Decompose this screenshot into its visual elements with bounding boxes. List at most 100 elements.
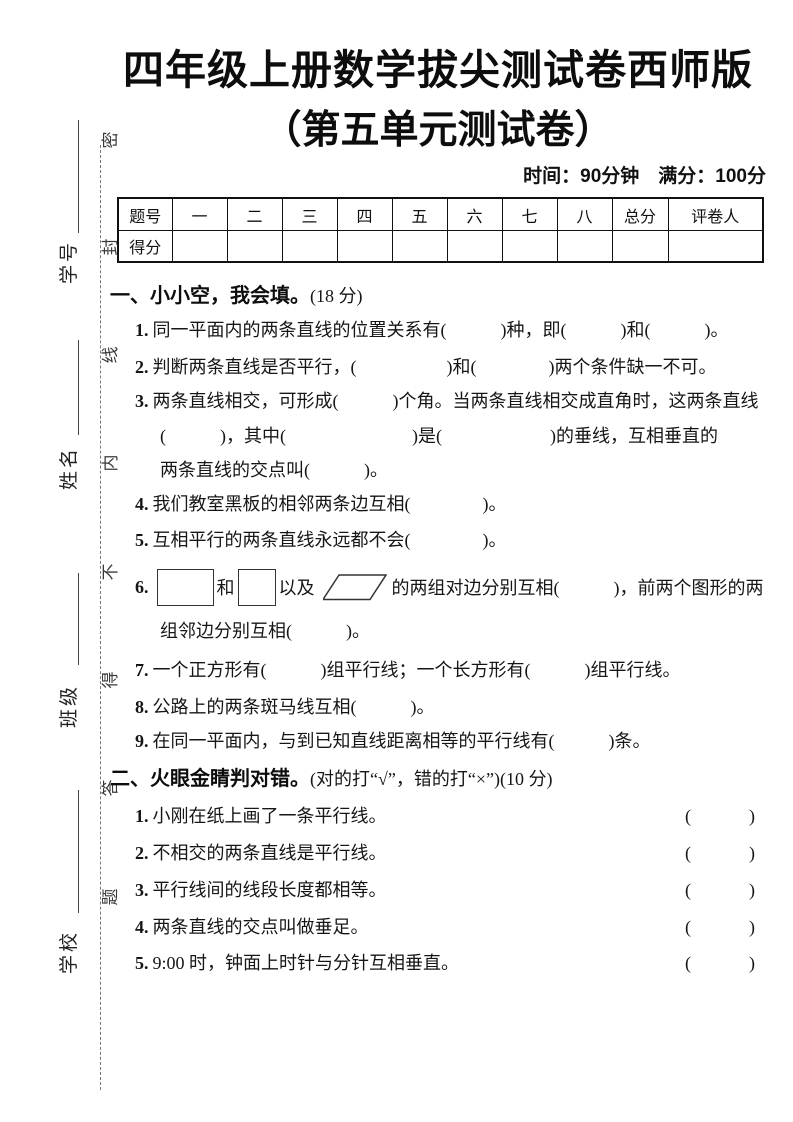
score-row-label: 得分 [117, 230, 173, 263]
answer-paren: ( ) [685, 953, 756, 973]
score-table-header-cell: 八 [556, 197, 613, 231]
question-s1-9: 9. 在同一平面内，与到已知直线距离相等的平行线有( )条。 [135, 728, 651, 754]
question-s2-5: 5. 9:00 时，钟面上时针与分针互相垂直。 [135, 950, 459, 976]
score-table-header-cell: 四 [336, 197, 393, 231]
square-shape [237, 568, 276, 606]
question-s2-1: 1. 小刚在纸上画了一条平行线。 [135, 803, 387, 829]
field-label-class: 班级 [59, 684, 80, 729]
rectangle-shape [156, 568, 214, 606]
score-cell-empty [171, 230, 228, 263]
field-label-student-id: 学号 [59, 240, 80, 285]
score-table-header-cell: 评卷人 [667, 197, 764, 231]
score-cell-empty [446, 230, 503, 263]
name-blank-line [78, 340, 79, 435]
score-cell-empty [501, 230, 558, 263]
question-text: 平行线间的线段长度都相等。 [152, 880, 387, 900]
question-number: 2. [135, 843, 149, 863]
question-s1-3: 3. 两条直线相交，可形成( )个角。当两条直线相交成直角时，这两条直线 [135, 388, 759, 414]
question-s1-3-cont: ( )，其中( )是( )的垂线，互相垂直的 [160, 423, 718, 449]
seal-char: 线 [101, 346, 120, 364]
question-number: 4. [135, 917, 149, 937]
question-number: 6. [135, 576, 149, 597]
question-text: 组邻边分别互相( )。 [160, 621, 370, 641]
seal-char: 不 [101, 563, 120, 581]
score-cell-empty [611, 230, 669, 263]
section1-points: (18 分) [310, 286, 363, 306]
question-number: 9. [135, 731, 149, 751]
question-text: 两条直线相交，可形成( )个角。当两条直线相交成直角时，这两条直线 [152, 391, 759, 411]
question-number: 5. [135, 953, 149, 973]
question-text: 两条直线的交点叫做垂足。 [152, 917, 369, 937]
question-s2-3: 3. 平行线间的线段长度都相等。 [135, 877, 387, 903]
question-text: 9:00 时，钟面上时针与分针互相垂直。 [152, 953, 460, 973]
question-number: 1. [135, 320, 149, 340]
question-s1-2: 2. 判断两条直线是否平行，( )和( )两个条件缺一不可。 [135, 354, 716, 380]
score-table-header-cell: 一 [171, 197, 228, 231]
question-text: 不相交的两条直线是平行线。 [152, 843, 387, 863]
question-text: 同一平面内的两条直线的位置关系有( )种，即( )和( )。 [152, 320, 729, 340]
question-text: 在同一平面内，与到已知直线距离相等的平行线有( )条。 [152, 731, 651, 751]
section1-heading: 一、小小空，我会填。(18 分) [110, 283, 363, 309]
answer-paren: ( ) [685, 806, 756, 826]
question-number: 3. [135, 880, 149, 900]
score-table-header-row: 题号 一 二 三 四 五 六 七 八 总分 评卷人 [117, 197, 764, 231]
question-text: 公路上的两条斑马线互相( )。 [152, 697, 435, 717]
question-text: 两条直线的交点叫( )。 [160, 460, 388, 480]
question-s1-7: 7. 一个正方形有( )组平行线；一个长方形有( )组平行线。 [135, 657, 680, 683]
score-table: 题号 一 二 三 四 五 六 七 八 总分 评卷人 得分 [117, 197, 764, 263]
score-table-header-cell: 六 [446, 197, 503, 231]
question-s1-1: 1. 同一平面内的两条直线的位置关系有( )种，即( )和( )。 [135, 317, 728, 343]
question-text: 一个正方形有( )组平行线；一个长方形有( )组平行线。 [152, 660, 681, 680]
question-s2-4: 4. 两条直线的交点叫做垂足。 [135, 914, 369, 940]
page-title: 四年级上册数学拔尖测试卷西师版 [123, 47, 753, 93]
question-number: 1. [135, 806, 149, 826]
question-s1-6-cont: 组邻边分别互相( )。 [160, 618, 370, 644]
score-table-header-cell: 三 [281, 197, 338, 231]
seal-char: 题 [101, 888, 120, 906]
page-subtitle: （第五单元测试卷） [262, 109, 614, 152]
section2-heading-text: 二、火眼金睛判对错。 [110, 768, 310, 790]
question-s1-4: 4. 我们教室黑板的相邻两条边互相( )。 [135, 491, 507, 517]
parallelogram-shape [322, 573, 387, 600]
score-cell-empty [281, 230, 338, 263]
connector-text: 和 [216, 578, 235, 598]
score-table-header-cell: 二 [226, 197, 283, 231]
question-number: 3. [135, 391, 149, 411]
score-table-header-cell: 五 [391, 197, 448, 231]
question-s2-2: 2. 不相交的两条直线是平行线。 [135, 840, 387, 866]
score-cell-empty [556, 230, 613, 263]
section1-heading-text: 一、小小空，我会填。 [110, 285, 310, 307]
score-cell-empty [391, 230, 448, 263]
question-text: 我们教室黑板的相邻两条边互相( )。 [152, 494, 507, 514]
exam-meta: 时间：90分钟 满分：100分 [523, 166, 766, 187]
seal-char: 内 [101, 454, 120, 472]
score-cell-empty [336, 230, 393, 263]
answer-paren: ( ) [685, 843, 756, 863]
question-s1-5: 5. 互相平行的两条直线永远都不会( )。 [135, 527, 507, 553]
question-s1-6: 6. 和 以及 的两组对边分别互相( )，前两个图形的两 [135, 567, 764, 607]
seal-dashed-line [100, 145, 101, 1090]
question-number: 7. [135, 660, 149, 680]
question-text: 互相平行的两条直线永远都不会( )。 [152, 530, 507, 550]
score-table-header-cell: 七 [501, 197, 558, 231]
score-table-header-cell: 题号 [117, 197, 173, 231]
section2-note: (对的打“√”，错的打“×”)(10 分) [310, 769, 553, 789]
school-blank-line [78, 790, 79, 913]
question-text: 小刚在纸上画了一条平行线。 [152, 806, 387, 826]
question-text: 的两组对边分别互相( )，前两个图形的两 [391, 578, 764, 598]
score-table-header-cell: 总分 [611, 197, 669, 231]
seal-char: 得 [101, 671, 120, 689]
question-number: 4. [135, 494, 149, 514]
answer-paren: ( ) [685, 880, 756, 900]
question-text: ( )，其中( )是( )的垂线，互相垂直的 [160, 426, 718, 446]
question-number: 5. [135, 530, 149, 550]
question-s1-8: 8. 公路上的两条斑马线互相( )。 [135, 694, 435, 720]
score-table-score-row: 得分 [117, 230, 764, 263]
answer-paren: ( ) [685, 917, 756, 937]
score-cell-empty [226, 230, 283, 263]
question-number: 2. [135, 357, 149, 377]
class-blank-line [78, 573, 79, 665]
connector-text: 以及 [278, 578, 315, 598]
section2-heading: 二、火眼金睛判对错。(对的打“√”，错的打“×”)(10 分) [110, 766, 552, 792]
